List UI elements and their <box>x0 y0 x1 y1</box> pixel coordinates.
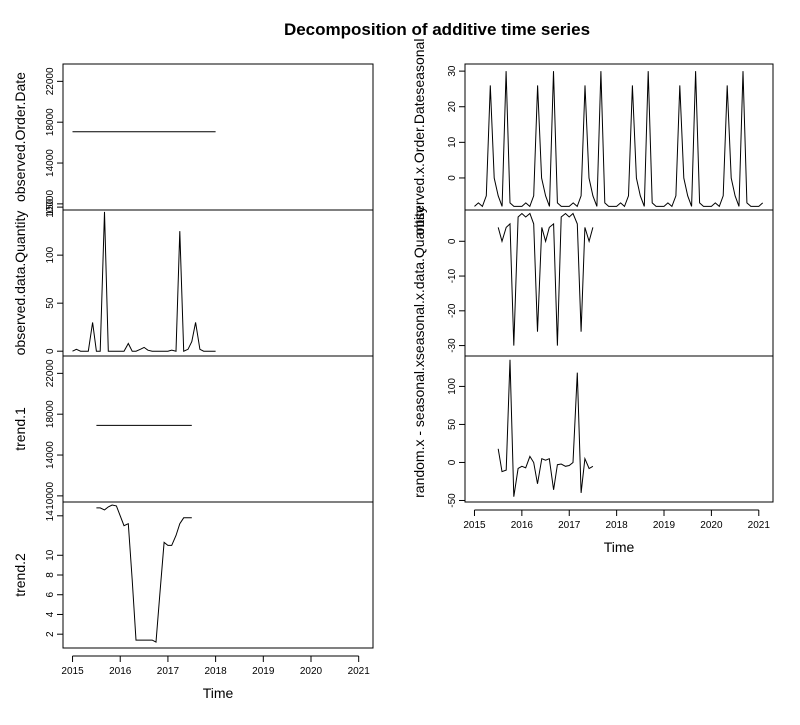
series-line <box>72 211 216 352</box>
series-line <box>497 359 594 497</box>
y-axis-label: seasonal.x.data.Quantity <box>411 206 427 360</box>
chart-title: Decomposition of additive time series <box>284 20 590 39</box>
y-tick-label: 50 <box>45 297 56 309</box>
y-axis-label: observed.x.Order.Dateseasonal <box>411 39 427 236</box>
y-tick-label: 22000 <box>45 67 56 95</box>
y-tick-label: 10000 <box>45 190 56 218</box>
y-tick-label: 50 <box>447 418 458 430</box>
y-tick-label: 6 <box>45 592 56 598</box>
y-tick-label: 8 <box>45 572 56 578</box>
series-line <box>474 71 764 208</box>
y-tick-label: 14000 <box>45 441 56 469</box>
x-tick-label: 2020 <box>700 520 723 531</box>
series-line <box>96 504 192 643</box>
x-tick-label: 2018 <box>606 520 629 531</box>
y-axis-label: random.x - seasonal.x <box>411 360 427 498</box>
y-tick-label: 0 <box>447 459 458 465</box>
x-tick-label: 2017 <box>558 520 581 531</box>
x-tick-label: 2019 <box>653 520 676 531</box>
y-tick-label: -20 <box>447 303 458 318</box>
y-tick-label: 18000 <box>45 108 56 136</box>
x-tick-label: 2021 <box>348 666 371 677</box>
panel-6: -30 -20 -10 0 seasonal.x.data.Quantity <box>411 206 774 360</box>
y-tick-label: 4 <box>45 611 56 617</box>
panel-7: -50 0 50 100 random.x - seasonal.x 2015 2016 20… <box>411 355 774 555</box>
y-tick-label: 100 <box>45 246 56 263</box>
panel-frame <box>62 209 374 357</box>
panel-1: 10000 14000 18000 22000 observed.Order.Date <box>12 63 374 218</box>
y-tick-label: -30 <box>447 338 458 353</box>
y-axis-label: observed.data.Quantity <box>12 211 28 356</box>
x-tick-label: 2019 <box>252 666 275 677</box>
panel-frame <box>464 355 774 503</box>
y-axis-label: trend.2 <box>12 553 28 597</box>
y-axis-label: observed.Order.Date <box>12 72 28 202</box>
x-tick-label: 2018 <box>204 666 227 677</box>
y-tick-label: 22000 <box>45 359 56 387</box>
y-tick-label: 0 <box>45 348 56 354</box>
panel-frame <box>62 63 374 211</box>
y-tick-label: 0 <box>447 175 458 181</box>
x-tick-label: 2021 <box>748 520 771 531</box>
y-tick-label: 2 <box>45 631 56 637</box>
x-tick-label: 2015 <box>463 520 486 531</box>
y-tick-label: -10 <box>447 268 458 283</box>
y-tick-label: 10 <box>45 549 56 561</box>
x-tick-label: 2016 <box>511 520 534 531</box>
panel-4: 2 4 6 8 10 14 trend.2 2015 2016 2017 2018 2019 2020 2… <box>12 501 374 701</box>
panel-5: 0 10 20 30 observed.x.Order.Dateseasonal <box>411 39 774 236</box>
x-tick-label: 2016 <box>109 666 132 677</box>
x-tick-label: 2015 <box>61 666 84 677</box>
y-tick-label: -50 <box>447 493 458 508</box>
y-tick-label: 18000 <box>45 400 56 428</box>
y-tick-label: 10 <box>447 136 458 148</box>
y-tick-label: 150 <box>45 198 56 215</box>
y-tick-label: 14000 <box>45 149 56 177</box>
panel-2: 0 50 100 150 observed.data.Quantity <box>12 198 374 357</box>
y-tick-label: 0 <box>447 238 458 244</box>
panel-frame <box>464 209 774 357</box>
series-line <box>497 212 594 346</box>
y-tick-label: 30 <box>447 65 458 77</box>
panel-3: 10000 14000 18000 22000 trend.1 <box>12 355 374 510</box>
y-tick-label: 100 <box>447 378 458 395</box>
x-axis-label: Time <box>203 685 234 701</box>
x-tick-label: 2020 <box>300 666 323 677</box>
y-tick-label: 20 <box>447 101 458 113</box>
y-tick-label: 14 <box>45 510 56 522</box>
panel-frame <box>62 501 374 649</box>
x-axis-label: Time <box>604 539 635 555</box>
y-axis-label: trend.1 <box>12 407 28 451</box>
y-tick-label: 10000 <box>45 482 56 510</box>
panel-frame <box>62 355 374 503</box>
x-tick-label: 2017 <box>157 666 180 677</box>
